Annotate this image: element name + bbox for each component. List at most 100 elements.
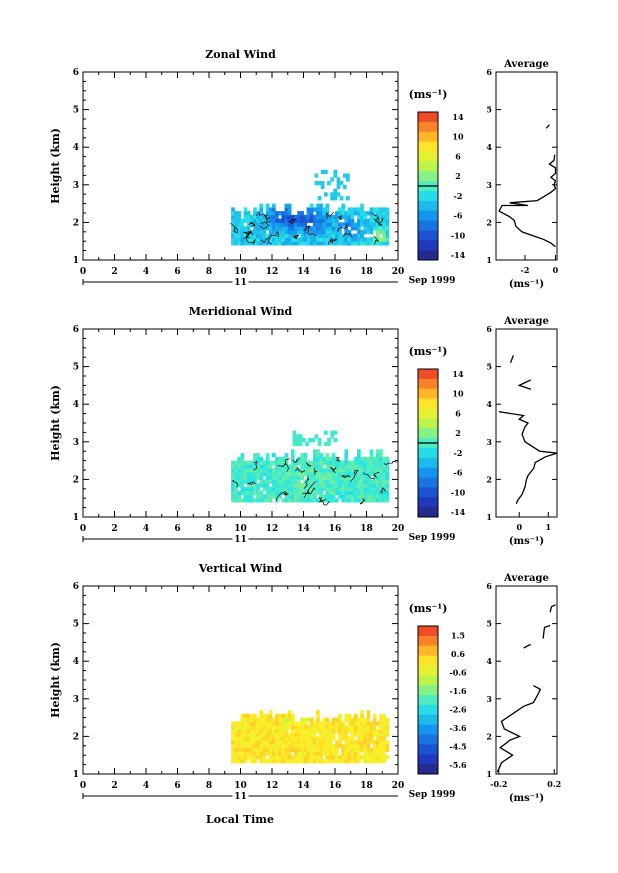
heatmap-cell [306, 747, 311, 752]
heatmap-cell [303, 233, 308, 238]
heatmap-cell [265, 743, 270, 749]
heatmap-cell [246, 222, 251, 227]
heatmap-cell [363, 728, 367, 734]
heatmap-cell [322, 471, 327, 477]
colorbar-band [418, 171, 438, 182]
heatmap-cell [259, 725, 264, 730]
colorbar-band [418, 378, 438, 390]
heatmap-cell [322, 483, 327, 488]
heatmap-cell [375, 740, 380, 745]
heatmap-cell [262, 759, 267, 764]
heatmap-cell [350, 759, 355, 764]
heatmap-cell [319, 456, 323, 462]
profile-y-tick-label: 6 [486, 67, 492, 77]
contour-line [293, 234, 300, 240]
heatmap-cell [275, 241, 279, 246]
heatmap-cell [275, 214, 279, 220]
heatmap-cell [341, 468, 345, 473]
heatmap-cell [281, 498, 286, 503]
heatmap-cell [316, 751, 320, 756]
heatmap-cell [335, 241, 339, 246]
heatmap-cell [309, 211, 314, 216]
heatmap-cell [234, 460, 238, 465]
heatmap-cell [335, 479, 339, 484]
heatmap-cell [272, 490, 276, 495]
contour-line [303, 476, 310, 489]
heatmap-cell [372, 743, 377, 749]
heatmap-cell [335, 755, 339, 760]
heatmap-cell [281, 713, 286, 719]
colorbar-band [418, 141, 438, 152]
heatmap-cell [382, 751, 386, 756]
heatmap-cell [339, 196, 344, 201]
heatmap-cell [375, 453, 380, 458]
heatmap-cell [294, 226, 298, 231]
heatmap-cell [379, 479, 383, 484]
heatmap-cell [290, 475, 295, 480]
heatmap-cell [278, 464, 282, 469]
x-tick-label: 0 [80, 524, 86, 534]
heatmap-cell [300, 214, 304, 220]
heatmap-cell [231, 218, 235, 223]
heatmap-cell [253, 755, 257, 760]
profile-line [496, 685, 542, 773]
heatmap-cell [309, 468, 314, 473]
heatmap-cell [382, 736, 386, 741]
contour-line [373, 471, 380, 478]
colorbar-band [418, 408, 438, 419]
heatmap-cell [357, 740, 361, 745]
heatmap-cell [338, 222, 342, 227]
profile-y-tick-label: 1 [486, 512, 492, 522]
heatmap-cell [366, 740, 371, 745]
heatmap-cell [357, 475, 361, 480]
heatmap-cell [316, 241, 320, 246]
heatmap-cell [335, 211, 339, 216]
heatmap-cell [379, 743, 383, 749]
heatmap-cell [360, 237, 364, 242]
heatmap-cell [253, 743, 257, 749]
heatmap-cell [385, 233, 390, 238]
heatmap-cell [262, 218, 267, 223]
heatmap-cell [278, 717, 282, 722]
heatmap-cell [253, 728, 257, 734]
heatmap-cell [379, 229, 383, 235]
heatmap-cell [253, 456, 257, 462]
heatmap-cell [366, 479, 371, 484]
y-tick-label: 6 [73, 582, 79, 592]
heatmap-cell [265, 479, 270, 484]
heatmap-cell [369, 728, 374, 734]
colorbar-band [418, 151, 438, 162]
heatmap-cell [259, 494, 264, 499]
heatmap-cell [256, 747, 260, 752]
heatmap-cell [366, 494, 371, 499]
heatmap-cell [243, 717, 248, 722]
heatmap-cell [272, 755, 276, 760]
heatmap-cell [357, 226, 361, 231]
heatmap-cell [300, 486, 304, 492]
heatmap-cell [322, 233, 327, 238]
heatmap-cell [385, 740, 390, 745]
heatmap-cell [350, 460, 355, 465]
heatmap-cell [278, 218, 282, 223]
heatmap-cell [347, 755, 352, 760]
heatmap-cell [353, 713, 358, 719]
heatmap-cell [316, 479, 320, 484]
heatmap-cell [344, 486, 349, 492]
heatmap-cell [372, 725, 377, 730]
profile-title: Average [503, 316, 549, 327]
heatmap-cell [306, 728, 311, 734]
heatmap-cell [268, 721, 273, 726]
heatmap-cell [290, 736, 295, 741]
heatmap-cell [265, 736, 270, 741]
heatmap-cell [240, 479, 245, 484]
colorbar-band [418, 734, 438, 745]
heatmap-cell [344, 717, 349, 722]
heatmap-cell [297, 479, 301, 484]
heatmap-cell [350, 211, 355, 216]
heatmap-cell [297, 494, 301, 499]
heatmap-cell [309, 721, 314, 726]
heatmap-cell [328, 728, 333, 734]
heatmap-cell [338, 717, 342, 722]
contour-line [283, 463, 289, 472]
heatmap-cell [319, 222, 323, 227]
